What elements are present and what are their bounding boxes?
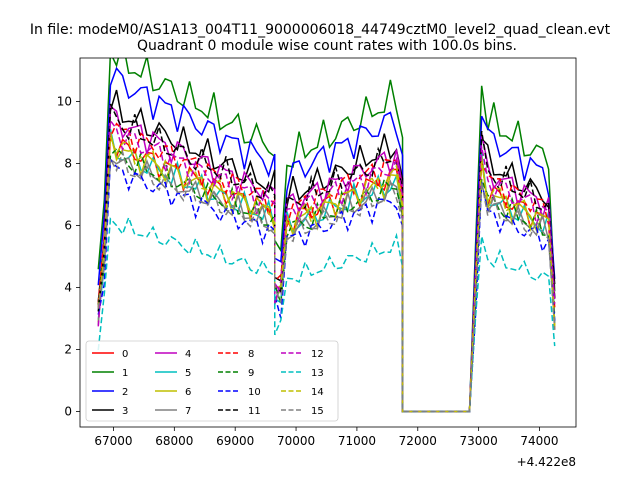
y-tick-label: 6 (64, 218, 72, 232)
legend-box (85, 340, 339, 422)
legend-label-1: 1 (122, 368, 128, 379)
y-tick-label: 0 (64, 404, 72, 418)
x-tick-label: 69000 (216, 434, 254, 448)
legend-label-9: 9 (248, 368, 254, 379)
plot-frame (79, 57, 577, 428)
figure-suptitle: In file: modeM0/AS1A13_004T11_9000006018… (30, 22, 611, 38)
chart-title: Quadrant 0 module wise count rates with … (137, 38, 517, 54)
series-line-11 (97, 103, 556, 413)
legend-label-4: 4 (185, 349, 191, 360)
legend-label-10: 10 (248, 387, 261, 398)
x-tick-label: 73000 (460, 434, 498, 448)
legend-label-15: 15 (311, 406, 324, 417)
y-axis: 0 2 4 6 8 10 (57, 94, 80, 418)
series-line-2 (97, 66, 556, 413)
legend-label-2: 2 (122, 387, 128, 398)
x-tick-label: 72000 (399, 434, 437, 448)
x-tick-label: 74000 (520, 434, 558, 448)
x-offset-label: +4.422e8 (517, 455, 576, 469)
x-tick-label: 68000 (155, 434, 193, 448)
legend-label-11: 11 (248, 406, 261, 417)
series-line-15 (97, 149, 556, 413)
legend-label-14: 14 (311, 387, 324, 398)
x-axis: 67000 68000 69000 70000 71000 72000 73000 74000 (94, 427, 559, 448)
legend-label-12: 12 (311, 349, 324, 360)
legend-label-5: 5 (185, 368, 191, 379)
y-tick-label: 8 (64, 156, 72, 170)
x-tick-label: 71000 (338, 434, 376, 448)
legend-label-7: 7 (185, 406, 191, 417)
legend-label-0: 0 (122, 349, 128, 360)
y-tick-label: 4 (64, 280, 72, 294)
y-tick-label: 10 (57, 94, 72, 108)
legend-label-13: 13 (311, 368, 324, 379)
y-tick-label: 2 (64, 342, 72, 356)
series-line-13 (97, 215, 556, 413)
series-line-10 (97, 158, 556, 413)
legend-label-8: 8 (248, 349, 254, 360)
series-line-14 (97, 136, 556, 413)
x-tick-label: 70000 (277, 434, 315, 448)
x-tick-label: 67000 (94, 434, 132, 448)
legend-label-3: 3 (122, 406, 128, 417)
legend-label-6: 6 (185, 387, 191, 398)
plot-lines (97, 58, 556, 413)
